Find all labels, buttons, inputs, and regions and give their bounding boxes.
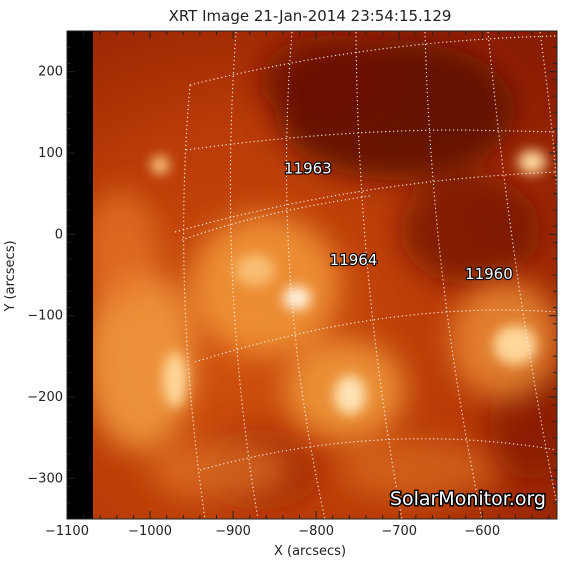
y-tick-label: −100 bbox=[27, 309, 63, 324]
y-axis-title: Y (arcsecs) bbox=[3, 240, 18, 312]
active-region-labels: 11963 11964 11960 bbox=[283, 158, 514, 284]
y-tick-label: 200 bbox=[38, 65, 63, 80]
x-axis-title: X (arcsecs) bbox=[274, 544, 346, 559]
solarmonitor-watermark: SolarMonitor.org bbox=[390, 488, 546, 510]
axis-ticks bbox=[66, 30, 557, 520]
y-tick-labels: −300 −200 −100 0 100 200 bbox=[27, 65, 63, 487]
heliographic-grid bbox=[174, 31, 557, 519]
y-tick-label: −300 bbox=[27, 471, 63, 486]
plot-title: XRT Image 21-Jan-2014 23:54:15.129 bbox=[169, 7, 452, 25]
off-disk-strip bbox=[67, 31, 93, 519]
y-tick-label: 0 bbox=[55, 227, 63, 242]
x-tick-label: −1100 bbox=[45, 524, 89, 539]
active-region-label: 11960 bbox=[465, 265, 513, 283]
x-tick-label: −800 bbox=[298, 524, 334, 539]
y-tick-label: 100 bbox=[38, 146, 63, 161]
x-tick-label: −600 bbox=[464, 524, 500, 539]
x-tick-label: −900 bbox=[215, 524, 251, 539]
y-tick-label: −200 bbox=[27, 390, 63, 405]
solar-image bbox=[67, 31, 557, 519]
active-region-label: 11963 bbox=[284, 159, 332, 177]
x-tick-label: −700 bbox=[381, 524, 417, 539]
x-tick-labels: −1100 −1000 −900 −800 −700 −600 bbox=[45, 524, 500, 539]
x-tick-label: −1000 bbox=[128, 524, 172, 539]
active-region-label: 11964 bbox=[330, 251, 378, 269]
